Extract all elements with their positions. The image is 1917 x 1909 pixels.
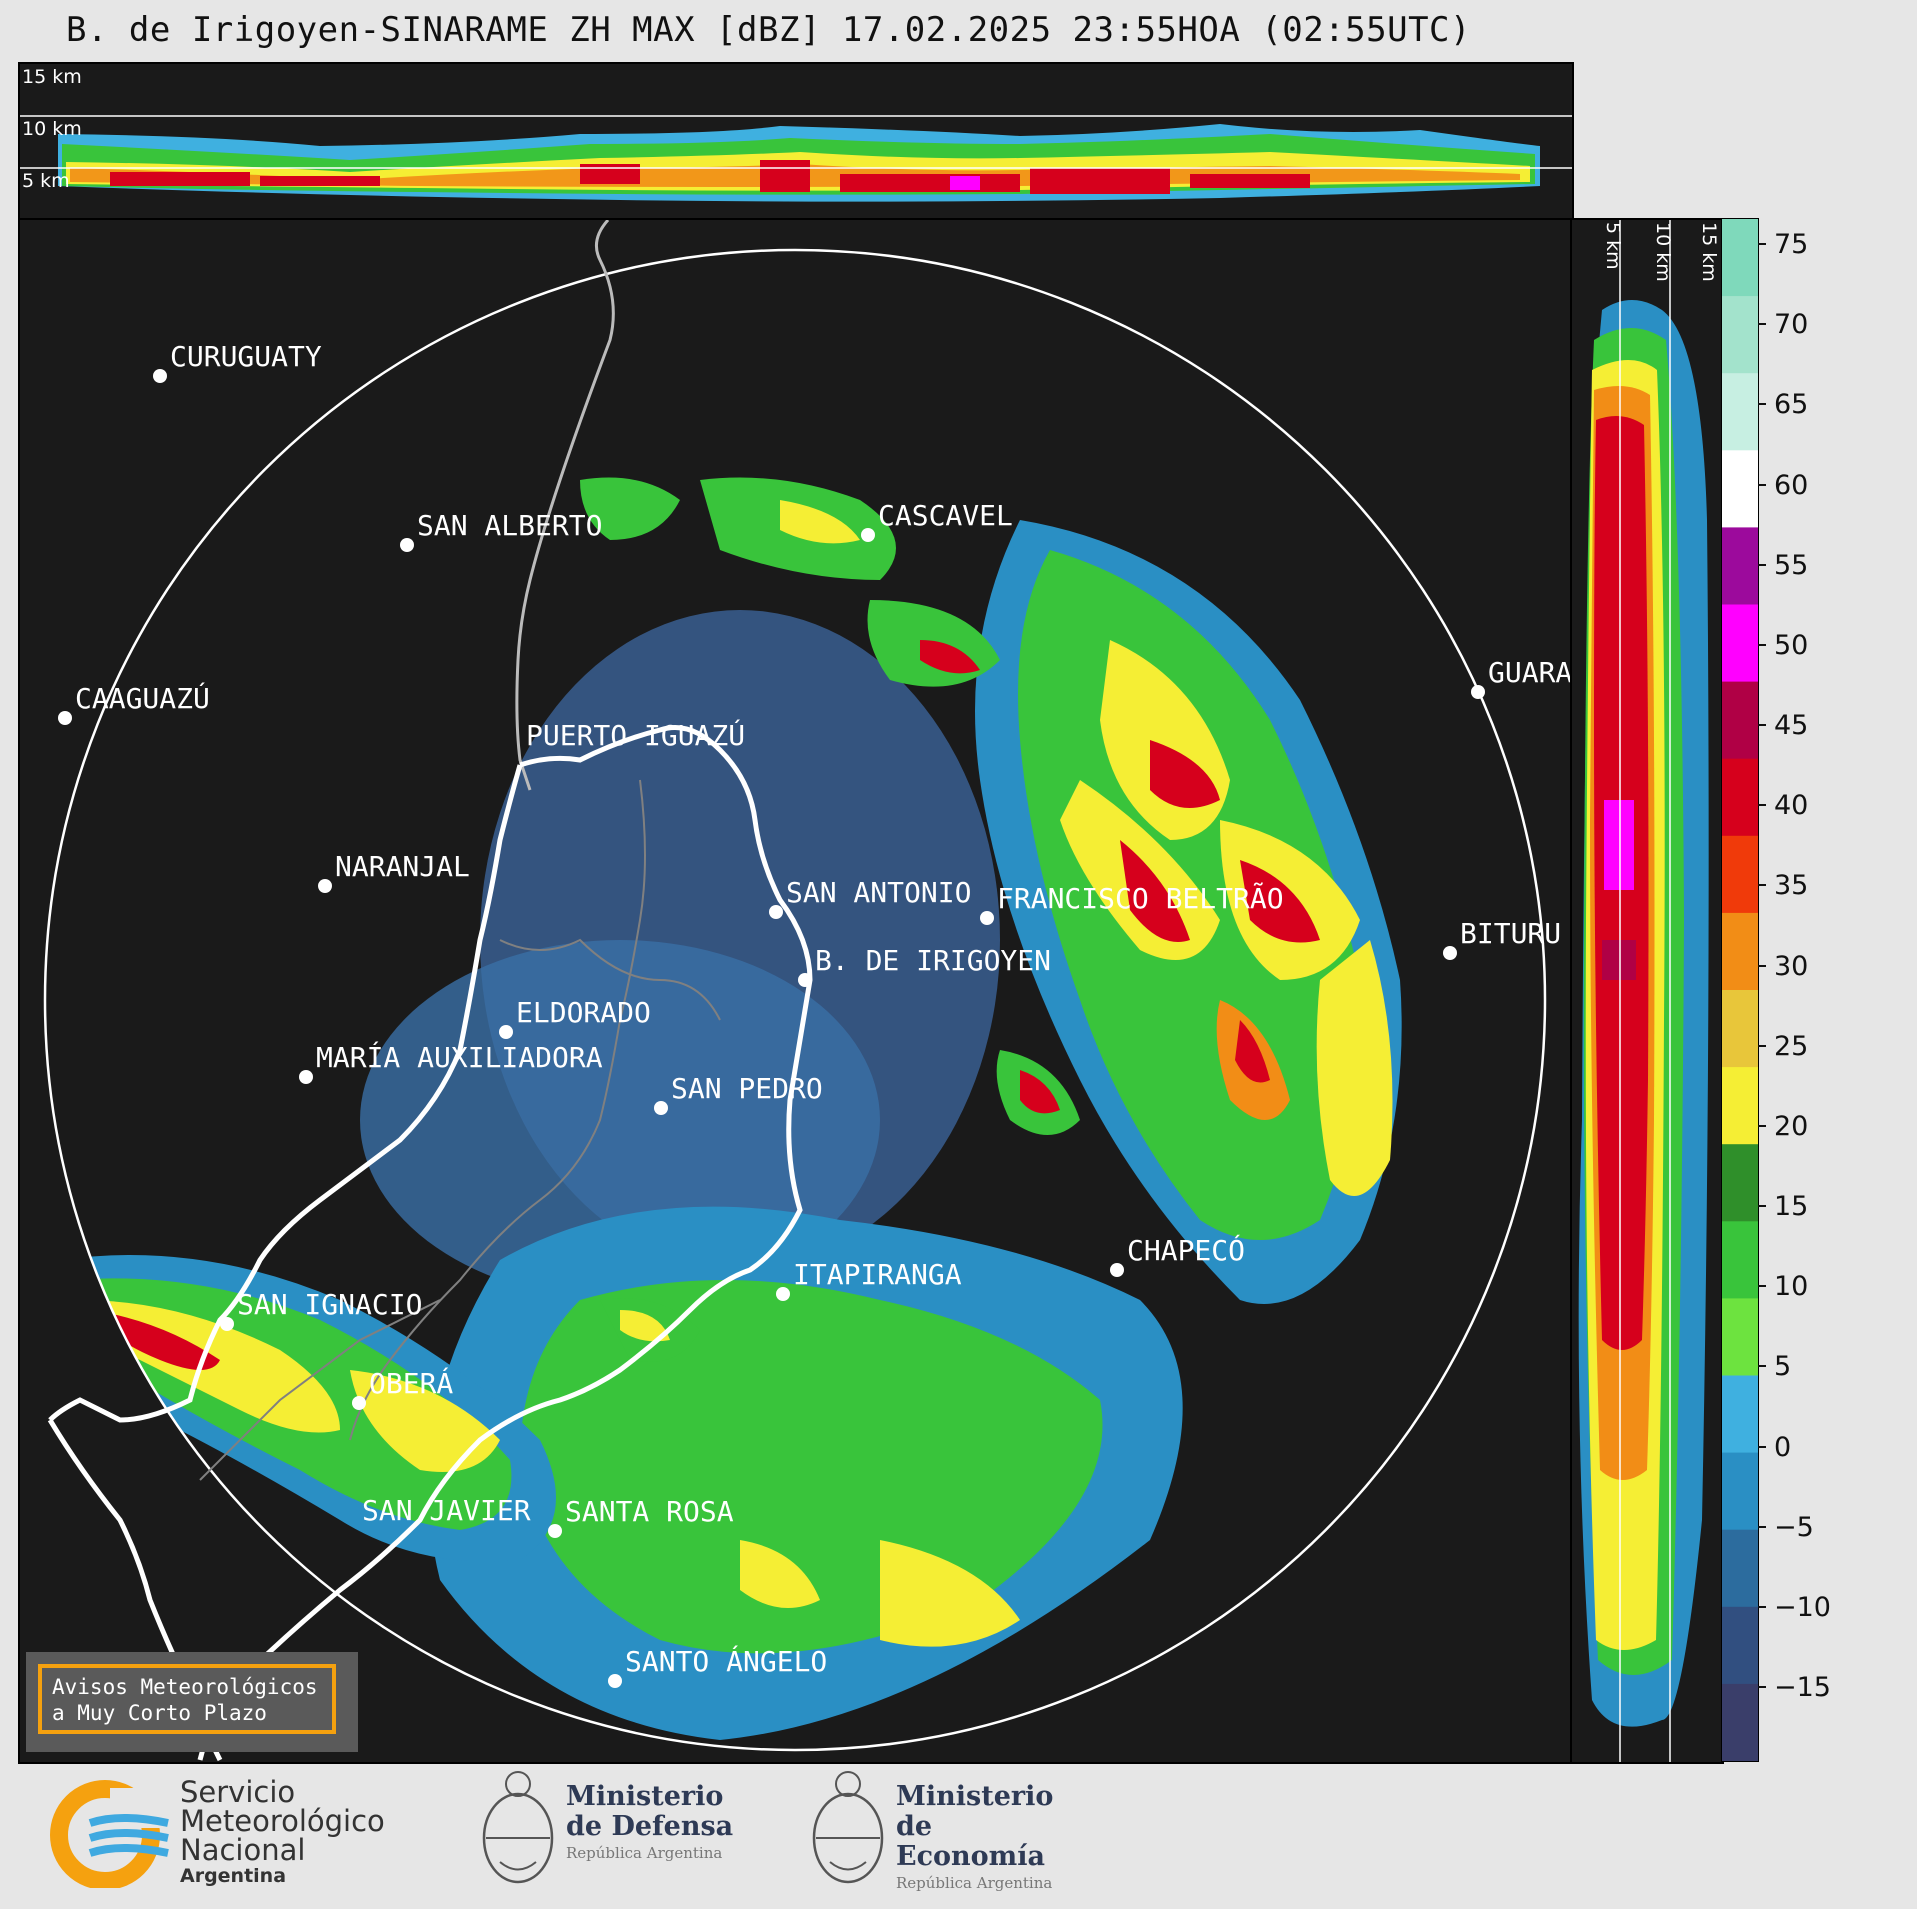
smn-line3: Nacional [180, 1833, 306, 1867]
smn-logo: Servicio Meteorológico Nacional Argentin… [50, 1778, 410, 1888]
radar-map [43, 220, 1547, 1762]
colorbar-band [1722, 219, 1758, 298]
side-alt-label-5km: 5 km [1602, 222, 1624, 270]
core-8 [1190, 174, 1310, 188]
coat-of-arms-icon [482, 1771, 554, 1884]
colorbar-tick-label: 5 [1774, 1351, 1792, 1383]
alt-label-5km: 5 km [22, 170, 70, 192]
side-cross-section [1578, 220, 1709, 1762]
colorbar-band [1722, 835, 1758, 914]
side-cross-section-panel: 5 km 10 km 15 km [1570, 218, 1724, 1764]
colorbar-band [1722, 681, 1758, 760]
colorbar-gradient [1722, 219, 1758, 1761]
colorbar-tick-label: −10 [1774, 1591, 1831, 1623]
core-6 [1030, 168, 1170, 194]
core-7 [950, 176, 980, 190]
core-2 [260, 176, 380, 186]
economia-line1: Ministerio [896, 1781, 1054, 1812]
top-cross-section-panel: 15 km 10 km 5 km [18, 62, 1574, 222]
colorbar-band [1722, 758, 1758, 837]
colorbar-band [1722, 1067, 1758, 1146]
core-3 [580, 164, 640, 184]
core-1 [110, 172, 250, 186]
colorbar-tick-label: 45 [1774, 710, 1809, 741]
smn-emblem-icon [50, 1780, 169, 1888]
provincial-border [349, 779, 646, 1441]
avisos-line1: Avisos Meteorológicos [52, 1675, 318, 1699]
colorbar-band [1722, 296, 1758, 375]
colorbar [1721, 218, 1759, 1762]
colorbar-band [1722, 373, 1758, 452]
range-ring [43, 248, 1547, 1752]
colorbar-tick-label: 10 [1774, 1271, 1809, 1303]
smn-line2: Meteorológico [180, 1804, 385, 1838]
top-cross-section [20, 115, 1572, 202]
colorbar-tick-label: 40 [1774, 790, 1809, 822]
city-marker [153, 369, 167, 383]
colorbar-tick-label: 30 [1774, 950, 1809, 982]
colorbar-tick-label: 60 [1774, 469, 1809, 501]
core-4 [760, 160, 810, 192]
avisos-box[interactable]: Avisos Meteorológicos a Muy Corto Plazo [26, 1652, 358, 1752]
colorbar-tick-label: 20 [1774, 1110, 1809, 1142]
side-core-magenta [1604, 800, 1634, 890]
colorbar-band [1722, 1144, 1758, 1223]
colorbar-band [1722, 527, 1758, 606]
colorbar-band [1722, 912, 1758, 991]
colorbar-tick-label: 65 [1774, 389, 1809, 421]
radar-map-panel [18, 218, 1574, 1764]
smn-line4: Argentina [180, 1865, 287, 1887]
core-5 [840, 174, 1020, 192]
economia-line3: República Argentina [896, 1874, 1053, 1892]
colorbar-band [1722, 1221, 1758, 1300]
chart-title: B. de Irigoyen-SINARAME ZH MAX [dBZ] 17.… [66, 10, 1471, 50]
defensa-line2: de Defensa [566, 1811, 734, 1842]
colorbar-band [1722, 990, 1758, 1069]
colorbar-tick-label: 50 [1774, 629, 1809, 661]
colorbar-tick-label: 55 [1774, 549, 1809, 581]
colorbar-tick-label: 35 [1774, 870, 1809, 902]
colorbar-band [1722, 1452, 1758, 1531]
smn-line1: Servicio [180, 1775, 296, 1809]
colorbar-tick-label: 70 [1774, 309, 1809, 341]
south-echo-20 [520, 1280, 1103, 1654]
colorbar-tick-label: 75 [1774, 229, 1809, 260]
colorbar-tick-label: −5 [1774, 1511, 1814, 1543]
side-alt-label-15km: 15 km [1698, 222, 1720, 282]
defensa-logo: Ministerio de Defensa República Argentin… [470, 1762, 740, 1898]
colorbar-tick-label: 15 [1774, 1191, 1809, 1222]
alt-label-15km: 15 km [22, 66, 82, 88]
colorbar-band [1722, 1375, 1758, 1454]
colorbar-tick-label: −15 [1774, 1672, 1831, 1703]
argentina-paraguay-border [48, 764, 523, 1423]
colorbar-tick-label: 25 [1774, 1030, 1809, 1062]
avisos-line2: a Muy Corto Plazo [52, 1701, 267, 1725]
coat-of-arms-icon [812, 1771, 884, 1884]
radar-echoes [45, 477, 1402, 1740]
argentina-brazil-border [197, 725, 813, 1761]
economia-logo: Ministerio de Economía República Argenti… [800, 1762, 1090, 1898]
colorbar-band [1722, 1683, 1758, 1761]
colorbar-tick-label: 0 [1774, 1431, 1792, 1463]
economia-line2: de Economía [896, 1811, 1045, 1872]
side-alt-label-10km: 10 km [1652, 222, 1674, 282]
defensa-line3: República Argentina [566, 1844, 723, 1862]
colorbar-band [1722, 1298, 1758, 1377]
alt-label-10km: 10 km [22, 118, 82, 140]
colorbar-band [1722, 1529, 1758, 1608]
colorbar-band [1722, 450, 1758, 529]
colorbar-band [1722, 604, 1758, 683]
colorbar-band [1722, 1606, 1758, 1685]
avisos-label[interactable]: Avisos Meteorológicos a Muy Corto Plazo [38, 1664, 336, 1734]
defensa-line1: Ministerio [566, 1781, 724, 1812]
international-border-paraguay-brazil [515, 220, 615, 791]
